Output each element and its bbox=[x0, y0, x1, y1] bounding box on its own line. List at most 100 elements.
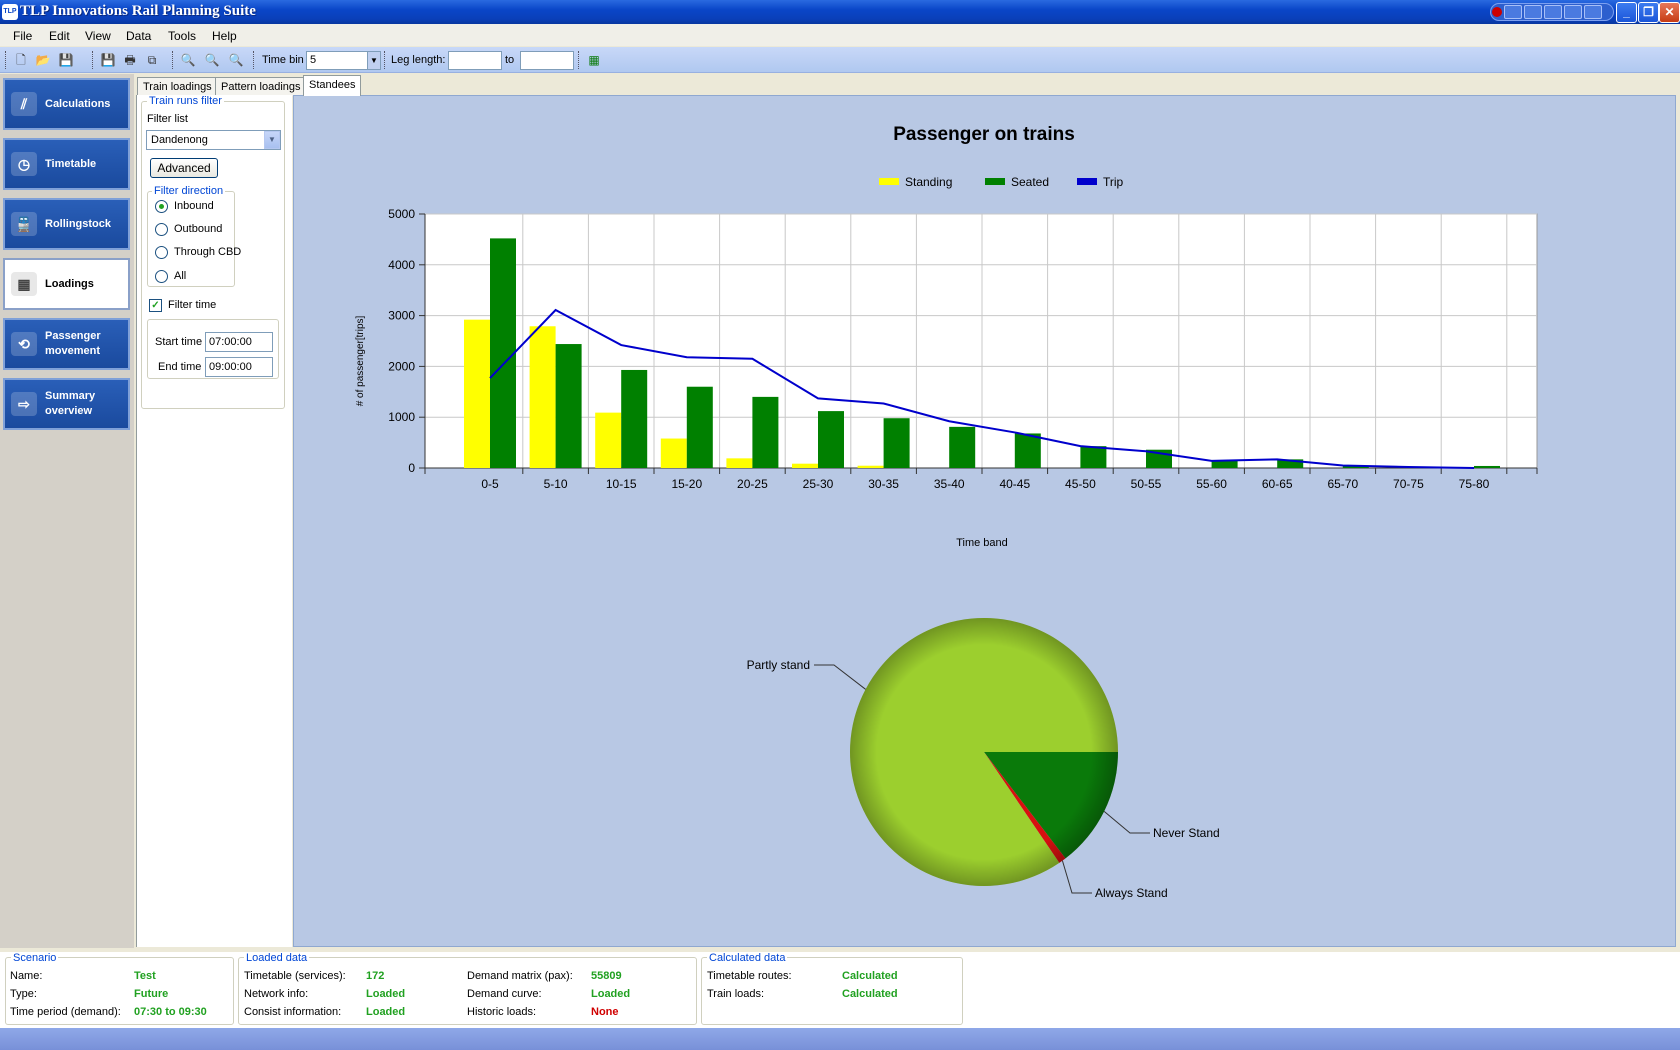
bar-seated bbox=[555, 344, 582, 468]
minimize-small-icon[interactable] bbox=[1584, 5, 1602, 19]
pie-chart: Partly stand Never Stand Always Stand bbox=[747, 617, 1220, 900]
tab-train-loadings[interactable]: Train loadings bbox=[137, 77, 218, 96]
menu-edit[interactable]: Edit bbox=[49, 29, 70, 43]
nav-calculations-button[interactable]: ⫽ Calculations bbox=[3, 78, 130, 130]
nav-summary-overview-button[interactable]: ⇨ Summary overview bbox=[3, 378, 130, 430]
nav-timetable-button[interactable]: ◷ Timetable bbox=[3, 138, 130, 190]
toolbar-separator bbox=[172, 51, 174, 69]
bar-seated bbox=[686, 386, 713, 468]
y-tick-label: 3000 bbox=[388, 309, 415, 323]
new-file-icon[interactable]: 🗋 bbox=[16, 53, 26, 67]
pie-leader-line bbox=[1061, 860, 1092, 894]
restore-small-icon[interactable] bbox=[1564, 5, 1582, 19]
train-loads-value: Calculated bbox=[842, 988, 898, 1000]
nav-loadings-button[interactable]: ▦ Loadings bbox=[3, 258, 130, 310]
copy-icon[interactable]: ⧉ bbox=[147, 53, 157, 67]
chevron-down-icon[interactable]: ▼ bbox=[264, 131, 280, 149]
nav-label: Loadings bbox=[45, 277, 94, 290]
timetable-services-value: 172 bbox=[366, 970, 385, 982]
time-range-group bbox=[147, 319, 279, 379]
timetable-routes-value: Calculated bbox=[842, 970, 898, 982]
menu-view[interactable]: View bbox=[85, 29, 111, 43]
pin-icon[interactable] bbox=[1524, 5, 1542, 19]
zoom-out-icon[interactable]: 🔍 bbox=[228, 53, 244, 67]
app-logo-icon: TLP bbox=[2, 4, 18, 20]
menu-file[interactable]: File bbox=[13, 29, 33, 43]
filter-time-label: Filter time bbox=[168, 299, 217, 311]
scenario-group bbox=[5, 957, 234, 1025]
bar-seated bbox=[1080, 446, 1107, 468]
x-tick-label: 45-50 bbox=[1065, 477, 1096, 491]
export-excel-icon[interactable]: ▦ bbox=[588, 53, 600, 67]
record-icon[interactable] bbox=[1492, 7, 1502, 17]
consist-info-label: Consist information: bbox=[244, 1006, 342, 1018]
y-tick-label: 0 bbox=[408, 461, 415, 475]
minimize-button[interactable]: _ bbox=[1616, 2, 1637, 23]
y-tick-label: 1000 bbox=[388, 410, 415, 424]
network-info-label: Network info: bbox=[244, 988, 309, 1000]
radio-outbound[interactable] bbox=[155, 223, 168, 236]
bar-standing bbox=[595, 412, 622, 468]
print-icon[interactable]: 🖶 bbox=[124, 53, 136, 67]
save-icon[interactable]: 💾 bbox=[58, 53, 74, 67]
bar-seated bbox=[621, 369, 648, 468]
zoom-icon[interactable]: 🔍 bbox=[180, 53, 196, 67]
filter-time-checkbox[interactable]: ✓ bbox=[149, 299, 162, 312]
demand-curve-label: Demand curve: bbox=[467, 988, 542, 1000]
leg-length-from-input[interactable] bbox=[448, 51, 502, 70]
zoom-in-icon[interactable]: 🔍 bbox=[204, 53, 220, 67]
end-time-label: End time bbox=[158, 361, 202, 373]
leg-length-to-input[interactable] bbox=[520, 51, 574, 70]
calculated-data-group bbox=[701, 957, 963, 1025]
time-bin-label: Time bin bbox=[262, 54, 304, 66]
chart-legend: Standing Seated Trip bbox=[879, 175, 1124, 189]
chevron-down-icon[interactable]: ▼ bbox=[367, 51, 381, 70]
menu-help[interactable]: Help bbox=[212, 29, 237, 43]
filter-list-combo[interactable]: Dandenong bbox=[146, 130, 281, 150]
close-button[interactable]: ✕ bbox=[1659, 2, 1680, 23]
bar-plot: 0 1000 2000 3000 4000 5000 0-5 5-10 10-15 15-20 20… bbox=[388, 207, 1538, 491]
toolbar: 🗋 📂 💾 💾 🖶 ⧉ 🔍 🔍 🔍 Time bin 5 ▼ Leg lengt… bbox=[0, 47, 1680, 73]
pie-label: Partly stand bbox=[747, 658, 810, 672]
bar-seated bbox=[949, 426, 976, 468]
y-axis-label: # of passenger[trips] bbox=[355, 315, 366, 406]
end-time-input[interactable]: 09:00:00 bbox=[205, 357, 273, 377]
chart-title: Passenger on trains bbox=[893, 124, 1075, 145]
start-time-input[interactable]: 07:00:00 bbox=[205, 332, 273, 352]
x-tick-label: 70-75 bbox=[1393, 477, 1424, 491]
y-tick-label: 4000 bbox=[388, 258, 415, 272]
x-tick-label: 75-80 bbox=[1459, 477, 1490, 491]
x-tick-label: 55-60 bbox=[1196, 477, 1227, 491]
send-icon[interactable] bbox=[1544, 5, 1562, 19]
radio-inbound[interactable] bbox=[155, 200, 168, 213]
legend-label: Trip bbox=[1103, 175, 1124, 189]
radio-all[interactable] bbox=[155, 270, 168, 283]
toolbar-separator bbox=[253, 51, 255, 69]
x-tick-label: 25-30 bbox=[803, 477, 834, 491]
menu-tools[interactable]: Tools bbox=[168, 29, 197, 43]
save-chart-icon[interactable]: 💾 bbox=[100, 53, 116, 67]
radio-through-cbd[interactable] bbox=[155, 246, 168, 259]
train-runs-filter-title: Train runs filter bbox=[147, 95, 224, 107]
advanced-button[interactable]: Advanced bbox=[150, 158, 218, 178]
nvidia-icon[interactable] bbox=[1504, 5, 1522, 19]
bottom-status-bar bbox=[0, 1028, 1680, 1050]
open-folder-icon[interactable]: 📂 bbox=[35, 53, 51, 67]
nav-passenger-movement-button[interactable]: ⟲ Passenger movement bbox=[3, 318, 130, 370]
bar-seated bbox=[818, 411, 844, 468]
tab-pattern-loadings[interactable]: Pattern loadings bbox=[215, 77, 307, 96]
demand-curve-value: Loaded bbox=[591, 988, 631, 1000]
menu-bar: File Edit View Data Tools Help bbox=[0, 24, 1680, 46]
tray-toolbar bbox=[1490, 3, 1614, 21]
pie-label: Always Stand bbox=[1095, 886, 1168, 900]
menu-data[interactable]: Data bbox=[126, 29, 152, 43]
legend-label: Standing bbox=[905, 175, 952, 189]
time-period-value: 07:30 to 09:30 bbox=[134, 1006, 207, 1018]
scenario-name-value: Test bbox=[134, 970, 156, 982]
nav-label: Calculations bbox=[45, 97, 111, 110]
nav-label: Summary overview bbox=[45, 390, 96, 417]
pie-shading bbox=[850, 618, 1118, 886]
maximize-button[interactable]: ❐ bbox=[1638, 2, 1659, 23]
nav-rollingstock-button[interactable]: 🚆 Rollingstock bbox=[3, 198, 130, 250]
tab-standees[interactable]: Standees bbox=[303, 75, 362, 96]
